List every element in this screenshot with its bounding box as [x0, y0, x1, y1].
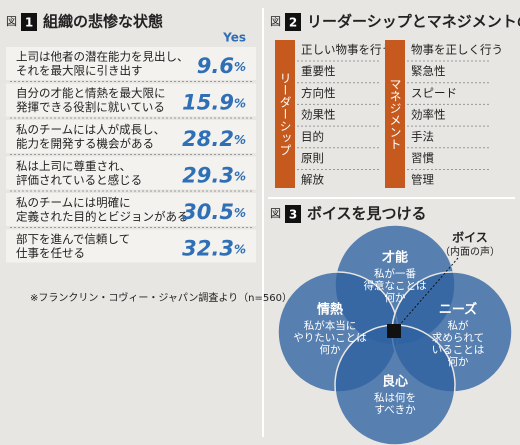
circle-text: 私は何を — [374, 391, 416, 404]
item: 重要性 — [301, 64, 336, 78]
figure-label: 図 — [270, 207, 281, 220]
row-bg — [6, 47, 256, 80]
figure-number: 2 — [289, 16, 297, 30]
item: 解放 — [301, 173, 324, 187]
item: スピード — [411, 86, 457, 100]
figure-label: 図 — [6, 15, 17, 28]
circle-text: 私が一番 — [374, 267, 416, 280]
row-bg — [6, 229, 256, 263]
row-text: 定義された目的とビジョンがある — [16, 210, 189, 224]
item: 原則 — [301, 151, 324, 165]
circle-text: やりたいことは — [293, 332, 367, 344]
item: 正しい物事を行う — [301, 43, 393, 57]
item: 物事を正しく行う — [411, 43, 503, 57]
item: 効率性 — [411, 108, 446, 122]
callout-text: （内面の声） — [440, 245, 500, 258]
value-unit: % — [234, 60, 246, 74]
value-unit: % — [234, 169, 246, 183]
row-text: 発揮できる役割に就いている — [16, 100, 165, 114]
circle-title: ニーズ — [439, 302, 477, 318]
column-header: リーダーシップ — [278, 72, 292, 156]
value-unit: % — [234, 242, 246, 256]
item: 習慣 — [411, 151, 434, 165]
column-header: Yes — [222, 31, 246, 45]
circle-title: 才能 — [382, 250, 408, 266]
row-text: 能力を開発する機会がある — [16, 137, 154, 151]
row-text: 部下を進んで信頼して — [16, 232, 130, 246]
voice-center — [387, 324, 401, 338]
circle-text: 私が本当に — [304, 319, 357, 332]
item: 緊急性 — [411, 64, 446, 78]
row-bg — [6, 120, 256, 153]
row-bg — [6, 156, 256, 190]
number-box — [21, 13, 37, 31]
value-number: 9.6 — [197, 54, 234, 78]
item: 効果性 — [301, 108, 336, 122]
callout-text: ボイス — [452, 230, 488, 245]
value-unit: % — [234, 133, 246, 147]
figure-number: 3 — [289, 208, 297, 222]
row-text: 上司は他者の潜在能力を見出し、 — [16, 50, 189, 64]
note: ※フランクリン・コヴィー・ジャパン調査より（n=560） — [30, 291, 292, 304]
item: 手法 — [411, 129, 434, 143]
item: 方向性 — [301, 86, 336, 100]
circle-text: 何か — [448, 355, 469, 368]
value-unit: % — [234, 206, 246, 220]
value-number: 28.2 — [182, 127, 234, 151]
column-header: マネジメント — [388, 78, 402, 150]
figure-number: 1 — [25, 16, 33, 30]
callout-line — [396, 257, 459, 329]
value-number: 30.5 — [182, 200, 234, 224]
number-box — [285, 13, 301, 31]
row-value: 15.9% — [182, 91, 246, 115]
circle-text: 得意なことは — [364, 279, 427, 292]
value-number: 32.3 — [182, 237, 234, 261]
row-value: 28.2% — [182, 127, 246, 151]
figure-title: ボイスを見つける — [307, 205, 427, 223]
circle-text: 何か — [320, 343, 341, 356]
row-bg — [6, 83, 256, 117]
row-text: それを最大限に引き出す — [16, 64, 143, 78]
item: 管理 — [411, 173, 434, 187]
item: 目的 — [301, 129, 324, 143]
row-text: 私は上司に尊重され、 — [16, 159, 131, 173]
row-text: 評価されていると感じる — [16, 173, 142, 187]
row-text: 仕事を任せる — [16, 246, 85, 260]
circle-text: 求められて — [432, 332, 484, 344]
row-value: 29.3% — [182, 164, 246, 188]
figure-label: 図 — [270, 15, 281, 28]
row-text: 私のチームには人が成長し、 — [16, 123, 165, 137]
row-value: 32.3% — [182, 237, 246, 261]
value-number: 15.9 — [182, 91, 234, 115]
figure-title: リーダーシップとマネジメントの違い — [307, 13, 520, 31]
value-number: 29.3 — [182, 164, 234, 188]
row-value: 30.5% — [182, 200, 246, 224]
circle-text: すべきか — [374, 404, 416, 416]
header-bar — [385, 40, 405, 188]
header-bar — [275, 40, 295, 188]
circle-text: 何か — [385, 291, 406, 304]
figure-title: 組織の悲惨な状態 — [43, 13, 163, 31]
circle-text: 私が — [448, 319, 469, 332]
row-value: 9.6% — [197, 54, 246, 78]
row-bg — [6, 193, 256, 226]
circle-text: いることは — [432, 344, 485, 356]
circle-title: 良心 — [382, 374, 408, 390]
row-text: 自分の才能と情熱を最大限に — [16, 86, 166, 100]
number-box — [285, 205, 301, 223]
row-text: 私のチームには明確に — [16, 196, 131, 210]
value-unit: % — [234, 96, 246, 110]
circle-title: 情熱 — [317, 302, 343, 318]
